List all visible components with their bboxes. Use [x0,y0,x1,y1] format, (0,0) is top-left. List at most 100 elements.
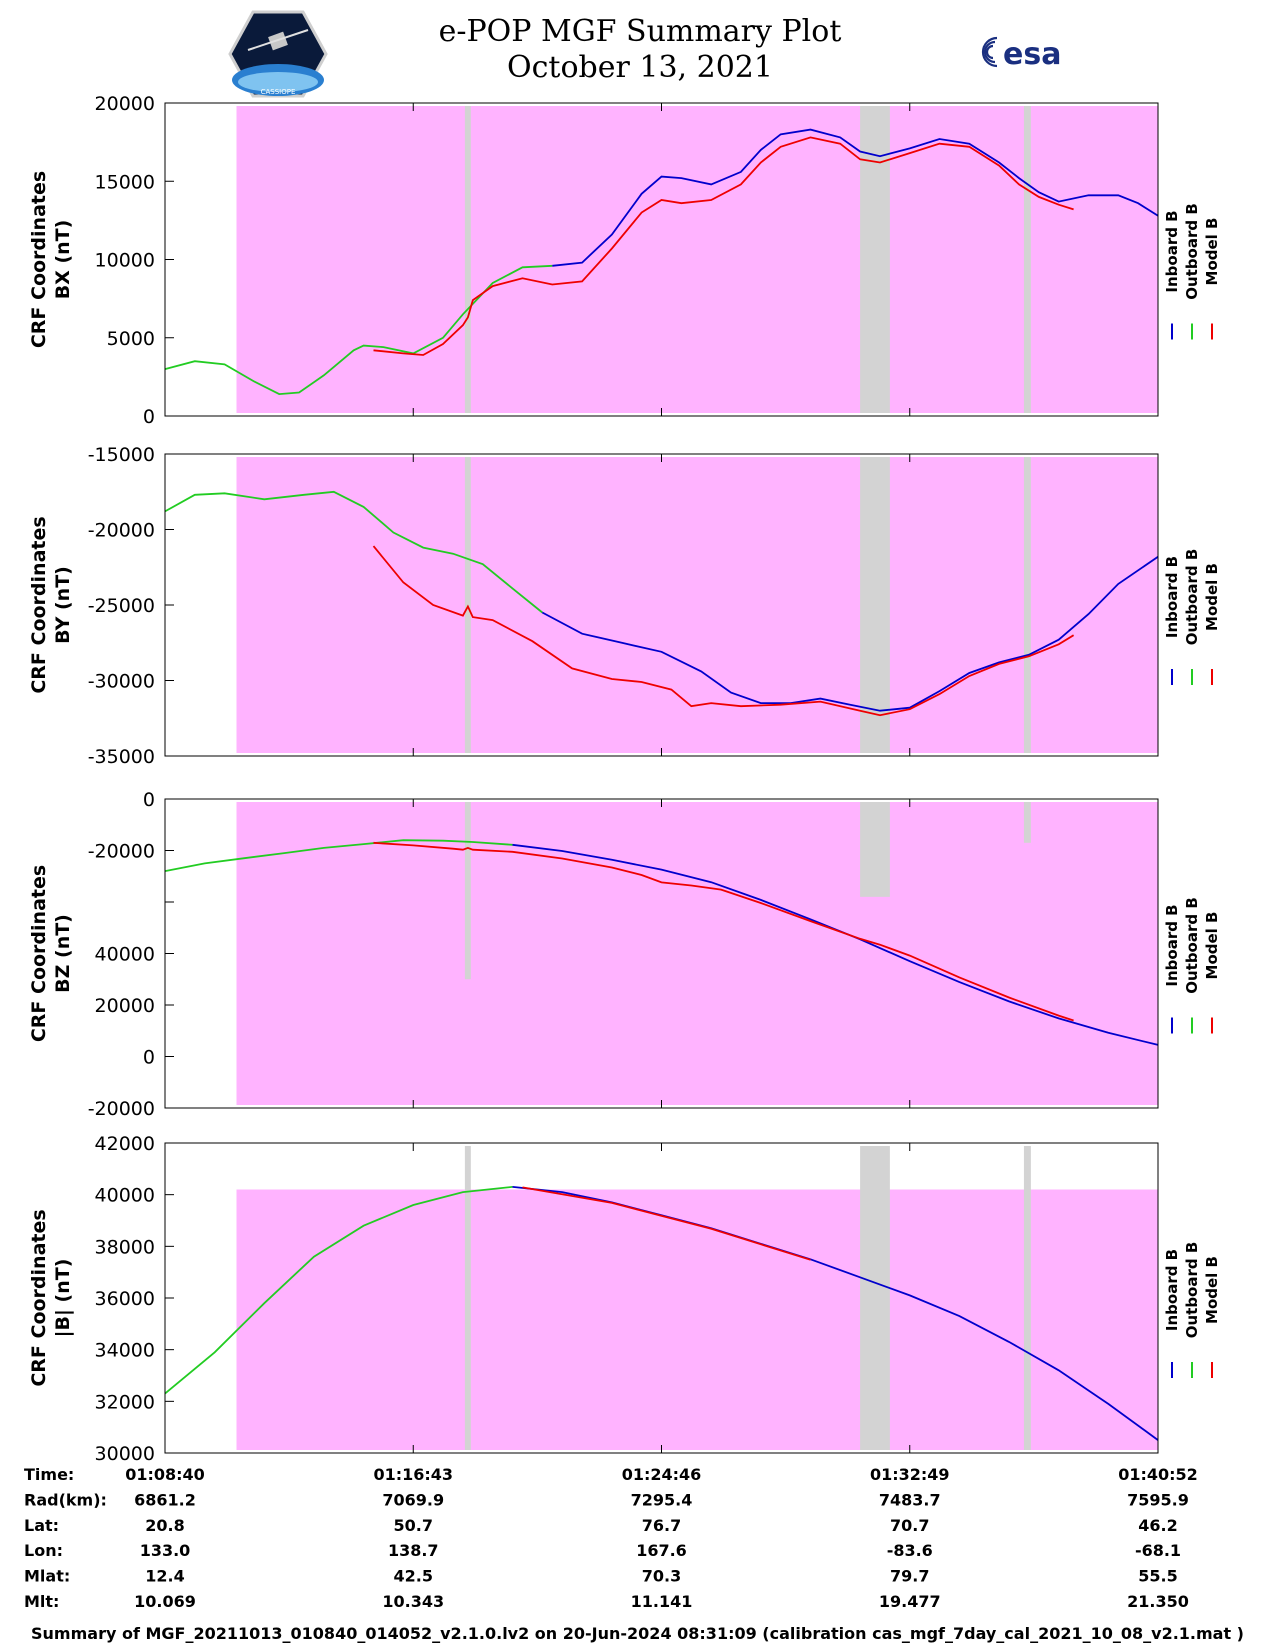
ephemeris-value: 01:08:40 [125,1465,205,1484]
y-tick-label: 20000 [95,93,155,115]
y-tick-label: -20000 [88,520,155,542]
ephemeris-value: 55.5 [1138,1567,1177,1586]
y-tick-label: 10000 [95,250,155,272]
ephemeris-value: 70.7 [890,1516,929,1535]
y-axis-label: CRF Coordinates BZ (nT) [28,865,74,1042]
ephemeris-value: 79.7 [890,1567,929,1586]
legend-label-inboard-b: Inboard B [1163,556,1181,638]
ephemeris-value: 21.350 [1127,1592,1189,1611]
ephemeris-value: 70.3 [642,1567,681,1586]
ephemeris-value: 01:24:46 [622,1465,702,1484]
ephemeris-value: 133.0 [140,1541,191,1560]
y-tick-label: 20000 [95,995,155,1017]
footer-summary: Summary of MGF_20211013_010840_014052_v2… [31,1624,1244,1643]
y-tick-label: -15000 [88,444,155,466]
y-tick-label: -35000 [88,746,155,768]
y-tick-label: 34000 [95,1340,155,1362]
ephemeris-row-label: Rad(km): [24,1490,107,1509]
ephemeris-value: 7295.4 [631,1490,693,1509]
gray-band-3 [1023,457,1031,753]
y-tick-label: 5000 [107,328,155,350]
ephemeris-value: 11.141 [631,1592,693,1611]
ephemeris-row-label: Time: [24,1465,74,1484]
ephemeris-value: 19.477 [879,1592,941,1611]
ephemeris-value: 50.7 [394,1516,433,1535]
ephemeris-value: 10.343 [382,1592,444,1611]
series-line-model-b [522,1186,811,1261]
series-line-model-b [373,136,1074,356]
gray-band-2 [860,106,890,413]
ephemeris-value: 12.4 [145,1567,184,1586]
legend: Inboard B Outboard B Model B [1163,897,1221,1034]
legend-label-model-b: Model B [1203,563,1221,631]
plot-title: e-POP MGF Summary Plot October 13, 2021 [400,14,880,86]
y-tick-label: 40000 [95,1185,155,1207]
series-line-inboard-b [541,555,1159,712]
ephemeris-value: 138.7 [388,1541,439,1560]
ephemeris-row-label: Mlat: [24,1567,70,1586]
legend-label-outboard-b: Outboard B [1183,549,1201,646]
magenta-band [236,106,1159,413]
series-line-outboard-b [164,1186,513,1395]
ephemeris-table: Time: Rad(km): Lat: Lon: Mlat: Mlt: 01:08:40 68… [24,1465,1198,1611]
ephemeris-row-label: Mlt: [24,1592,59,1611]
cassiope-logo: CASSIOPE [228,10,328,98]
y-tick-label: -25000 [88,595,155,617]
ephemeris-value: 167.6 [636,1541,687,1560]
y-axis-label: CRF Coordinates BX (nT) [28,171,74,348]
y-axis-label: CRF Coordinates BY (nT) [28,516,74,693]
y-tick-label: 0 [143,406,155,428]
legend-label-model-b: Model B [1203,1256,1221,1324]
y-tick-label: 30000 [95,1443,155,1465]
y-tick-label: 38000 [95,1236,155,1258]
legend: Inboard B Outboard B Model B [1163,203,1221,340]
y-tick-label: -20000 [88,1098,155,1120]
y-tick-label: 42000 [95,1133,155,1155]
magenta-band [236,457,1159,753]
gray-band-1 [464,1146,471,1450]
legend-label-outboard-b: Outboard B [1183,897,1201,994]
gray-band-1 [464,802,471,980]
esa-logo-text: esa [1003,37,1061,72]
ephemeris-value: 20.8 [145,1516,184,1535]
legend: Inboard B Outboard B Model B [1163,1242,1221,1378]
title-line-2: October 13, 2021 [507,50,773,85]
title-line-1: e-POP MGF Summary Plot [438,14,842,49]
gray-band-3 [1023,1146,1031,1450]
legend-label-outboard-b: Outboard B [1183,1242,1201,1339]
gray-band-2 [860,457,890,753]
y-tick-label: 36000 [95,1288,155,1310]
ephemeris-row-label: Lat: [24,1516,59,1535]
ephemeris-value: 10.069 [134,1592,196,1611]
y-tick-label: -30000 [88,671,155,693]
magenta-band [236,802,1159,1105]
ephemeris-value: 6861.2 [134,1490,196,1509]
y-tick-label: 0 [143,1047,155,1069]
series-line-model-b [373,841,1074,1022]
y-tick-label: -20000 [88,841,155,863]
legend-label-model-b: Model B [1203,218,1221,286]
ephemeris-value: 46.2 [1138,1516,1177,1535]
legend-label-inboard-b: Inboard B [1163,1249,1181,1331]
panel-1: 0 5000 10000 15000 20000 CRF Coordinates BX (n… [28,93,1221,428]
gray-band-3 [1023,802,1031,843]
ephemeris-value: 01:32:49 [870,1465,950,1484]
panel-2: -35000 -30000 -25000 -20000 -15000 CRF Coordi… [28,444,1221,768]
panel-3: -20000 0 20000 40000 -20000 0 CRF Coordinates B… [28,789,1221,1120]
legend-label-inboard-b: Inboard B [1163,210,1181,292]
esa-logo: esa [981,36,1061,72]
y-tick-label: 40000 [95,944,155,966]
y-tick-label: 0 [143,789,155,811]
ephemeris-value: 7595.9 [1127,1490,1189,1509]
ephemeris-value: 01:40:52 [1118,1465,1198,1484]
legend: Inboard B Outboard B Model B [1163,549,1221,685]
legend-label-inboard-b: Inboard B [1163,904,1181,986]
series-line-inboard-b [552,128,1159,267]
ephemeris-row-label: Lon: [24,1541,63,1560]
series-line-outboard-b [164,264,553,396]
ephemeris-value: 76.7 [642,1516,681,1535]
series-line-outboard-b [164,839,513,872]
y-tick-label: 32000 [95,1391,155,1413]
series-line-model-b [372,545,1075,717]
